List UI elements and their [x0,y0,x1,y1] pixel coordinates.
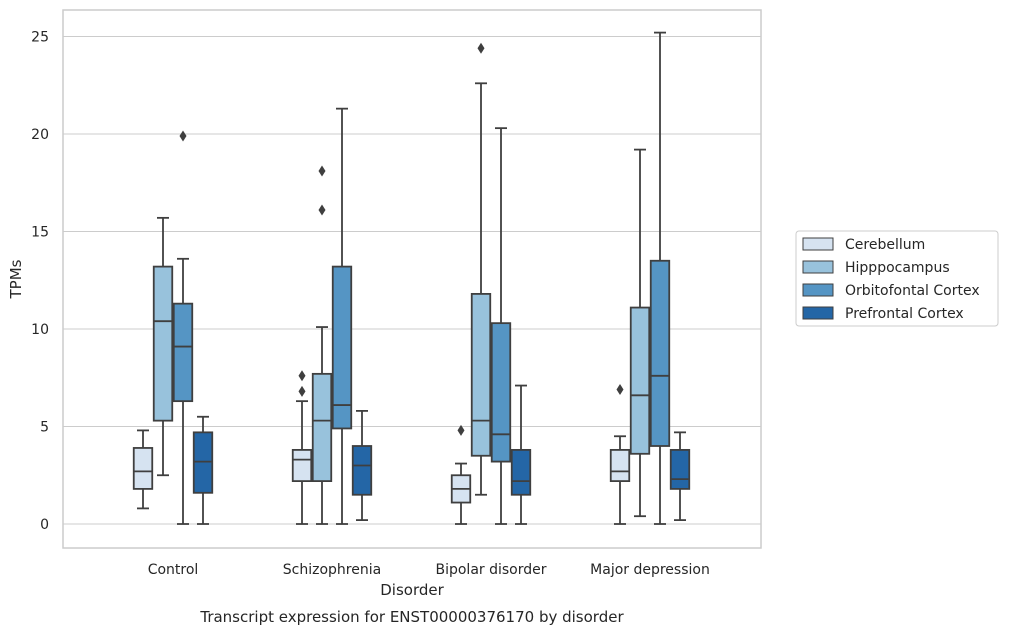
legend-label: Hipppocampus [845,260,950,276]
box-iqr [331,265,353,430]
box-iqr [490,322,512,463]
y-tick-labels: 0 5 10 15 20 25 [31,30,49,534]
y-tick-label: 5 [40,420,49,436]
legend-label: Cerebellum [845,237,925,253]
box-prefrontal-cortex [669,431,691,521]
box-iqr [629,306,651,455]
x-tick-label: Bipolar disorder [435,562,546,578]
box-orbitofontal-cortex [649,31,671,525]
outlier-point [616,383,624,395]
box-iqr [669,448,691,490]
chart-caption: Transcript expression for ENST0000037617… [199,608,624,626]
outlier-point [318,165,326,177]
legend-swatch [802,260,834,274]
box-hipppocampus [629,148,651,518]
box-layer [132,31,691,525]
outlier-point [298,385,306,397]
legend: Cerebellum Hipppocampus Orbitofontal Corte… [795,230,999,327]
y-tick-label: 10 [31,322,49,338]
box-cerebellum [450,424,472,525]
box-iqr [311,372,333,483]
box-iqr [649,259,671,447]
x-axis-label: Disorder [380,581,444,599]
y-tick-label: 25 [31,30,49,46]
outlier-point [457,424,465,436]
box-prefrontal-cortex [510,384,532,525]
box-orbitofontal-cortex [172,130,194,525]
box-hipppocampus [152,216,174,477]
box-cerebellum [609,383,631,525]
box-hipppocampus [311,165,333,525]
legend-swatch [802,306,834,320]
box-iqr [351,445,373,496]
y-tick-label: 0 [40,517,49,533]
plot-frame [62,9,762,549]
x-tick-label: Control [148,562,199,578]
box-iqr [510,448,532,496]
box-iqr [609,448,631,482]
box-prefrontal-cortex [351,409,373,521]
box-cerebellum [291,370,313,525]
legend-label: Prefrontal Cortex [845,306,964,322]
x-tick-labels: Control Schizophrenia Bipolar disorder Majo… [148,562,710,578]
box-iqr [470,292,492,457]
box-iqr [291,448,313,482]
box-iqr [132,447,154,490]
box-orbitofontal-cortex [331,107,353,525]
y-tick-label: 20 [31,127,49,143]
outlier-point [179,130,187,142]
x-tick-label: Major depression [590,562,710,578]
box-prefrontal-cortex [192,415,214,525]
legend-frame [795,230,999,327]
box-hipppocampus [470,42,492,496]
outlier-point [298,370,306,382]
outlier-point [477,42,485,54]
y-tick-label: 15 [31,225,49,241]
box-orbitofontal-cortex [490,127,512,525]
x-tick-label: Schizophrenia [283,562,381,578]
box-cerebellum [132,429,154,510]
legend-swatch [802,283,834,297]
outlier-point [318,204,326,216]
y-axis-label: TPMs [7,259,25,299]
box-iqr [172,302,194,403]
legend-swatch [802,237,834,251]
legend-label: Orbitofontal Cortex [845,283,980,299]
box-iqr [192,431,214,494]
box-iqr [152,265,174,422]
